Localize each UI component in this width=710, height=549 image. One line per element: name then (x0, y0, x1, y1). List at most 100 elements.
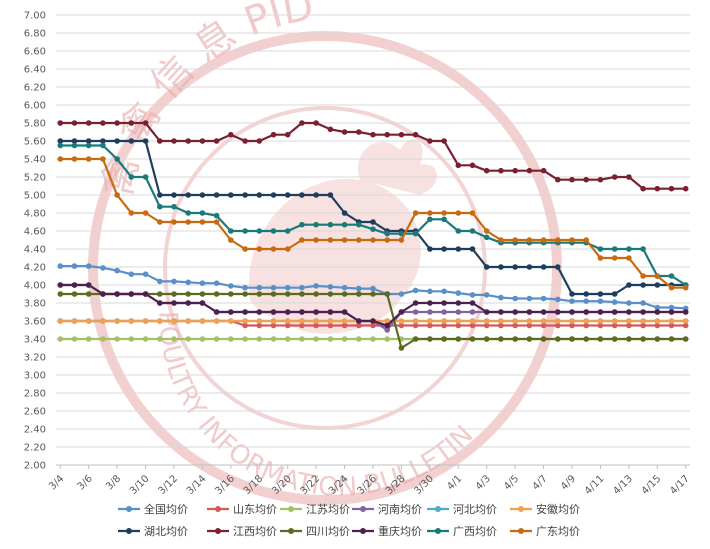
data-point (327, 192, 334, 198)
data-point (356, 336, 362, 342)
data-point (441, 216, 447, 223)
data-point (555, 264, 561, 270)
data-point (313, 120, 319, 126)
data-point (100, 318, 106, 324)
data-point (469, 210, 476, 216)
data-point (284, 246, 291, 252)
data-point (455, 300, 462, 306)
data-point (128, 291, 135, 297)
data-point (498, 318, 504, 324)
data-point (270, 131, 277, 138)
data-point (356, 221, 362, 228)
data-point (341, 284, 348, 291)
data-point (483, 264, 490, 270)
data-point (256, 291, 263, 297)
data-point (85, 282, 92, 288)
data-point (526, 264, 533, 270)
x-tick-label: 3/4 (47, 473, 66, 492)
series-12 (57, 156, 689, 291)
data-point (228, 228, 234, 234)
data-point (569, 318, 575, 324)
x-tick-label: 3/8 (104, 473, 123, 492)
data-point (128, 210, 135, 216)
data-point (341, 318, 348, 324)
data-point (597, 176, 604, 183)
x-tick-label: 4/1 (445, 473, 464, 492)
data-point (299, 284, 305, 291)
data-point (469, 246, 476, 252)
data-point (213, 309, 220, 315)
data-point (100, 138, 106, 144)
data-point (427, 318, 433, 324)
data-point (611, 309, 618, 315)
data-point (327, 284, 334, 290)
data-point (526, 322, 533, 329)
legend-item: 河南均价 (352, 503, 422, 516)
data-point (483, 167, 490, 174)
data-point (270, 309, 277, 315)
data-point (71, 156, 78, 162)
data-point (299, 309, 305, 315)
data-point (555, 296, 561, 303)
data-point (185, 336, 191, 342)
data-point (540, 237, 547, 243)
data-point (128, 271, 135, 278)
data-point (313, 336, 319, 342)
data-point (441, 318, 447, 324)
data-point (57, 291, 64, 297)
data-point (284, 309, 291, 315)
data-point (199, 219, 206, 225)
data-point (583, 298, 589, 305)
data-point (185, 291, 191, 297)
y-tick-label: 3.60 (24, 317, 46, 328)
data-point (299, 336, 305, 342)
legend-label: 山东均价 (233, 503, 277, 516)
x-tick-label: 3/12 (156, 473, 180, 497)
data-point (356, 285, 362, 292)
legend-swatch-marker (126, 506, 132, 512)
data-point (313, 322, 319, 329)
data-point (455, 162, 462, 169)
data-point (469, 336, 476, 342)
data-point (427, 322, 433, 329)
data-point (654, 309, 661, 315)
data-point (483, 309, 490, 315)
data-point (157, 291, 163, 297)
data-point (85, 318, 92, 324)
data-point (654, 318, 661, 324)
y-tick-label: 4.60 (24, 227, 46, 238)
y-tick-label: 5.20 (24, 173, 46, 184)
data-point (455, 228, 462, 234)
data-point (299, 120, 305, 126)
data-point (199, 336, 206, 342)
data-point (128, 174, 135, 180)
data-point (341, 129, 348, 135)
data-point (242, 336, 248, 342)
data-point (213, 336, 220, 342)
data-point (455, 210, 462, 216)
legend-item: 河北均价 (427, 503, 497, 516)
legend-swatch-marker (215, 528, 221, 534)
data-point (228, 309, 234, 315)
data-point (157, 336, 163, 342)
data-point (512, 167, 518, 174)
x-tick-label: 4/3 (474, 473, 493, 492)
data-point (213, 192, 220, 198)
data-point (569, 291, 575, 297)
legend-swatch-marker (360, 506, 366, 512)
data-point (327, 309, 334, 315)
data-point (654, 322, 661, 329)
data-point (142, 210, 149, 216)
data-point (142, 120, 149, 126)
legend-label: 江西均价 (233, 525, 277, 538)
data-point (185, 138, 191, 144)
data-point (526, 295, 533, 302)
legend-label: 广西均价 (453, 525, 497, 538)
data-point (284, 192, 291, 198)
data-point (455, 290, 462, 296)
data-point (441, 138, 447, 144)
data-point (128, 318, 135, 324)
data-point (228, 192, 234, 198)
data-point (427, 138, 433, 144)
